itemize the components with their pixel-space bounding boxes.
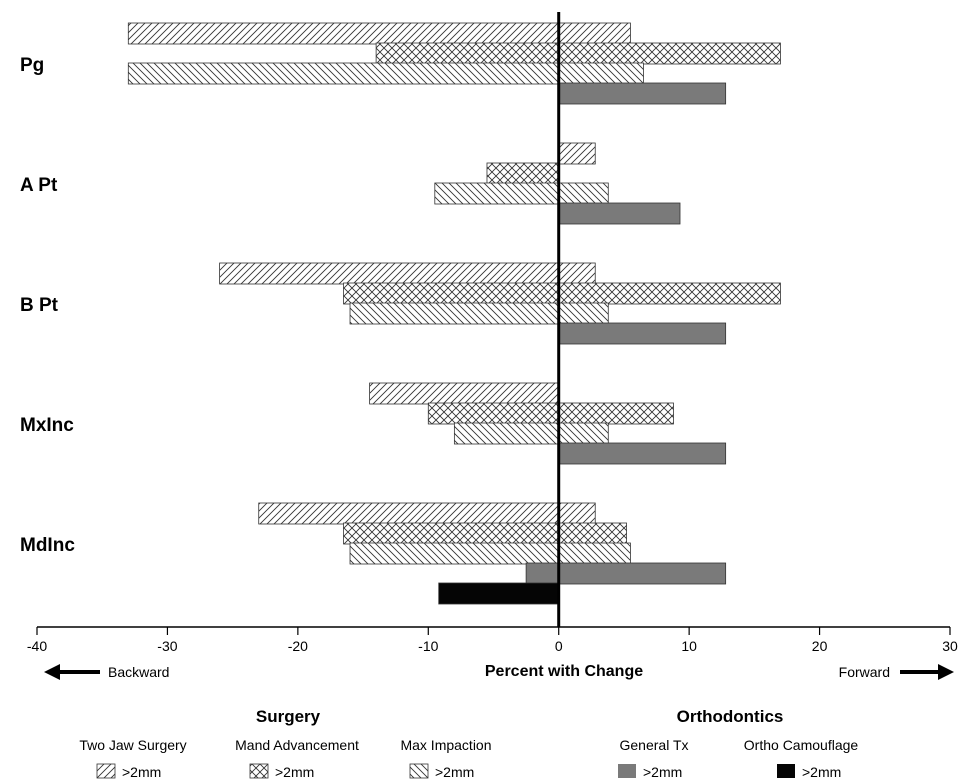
bar-general-tx-b-pt	[558, 322, 727, 345]
legend-value-max-impaction: >2mm	[435, 764, 474, 780]
bar-ortho-camouflage-mdinc	[438, 582, 560, 605]
bar-max-impaction-b-pt	[349, 302, 609, 325]
forward-label: Forward	[839, 664, 890, 680]
x-tick-label--30: -30	[157, 638, 177, 654]
category-label-mdinc: MdInc	[20, 535, 75, 556]
bar-general-tx-mdinc	[525, 562, 727, 585]
legend-value-general-tx: >2mm	[643, 764, 682, 780]
legend-name-max-impaction: Max Impaction	[400, 737, 491, 753]
legend-group-orthodontics: Orthodontics	[677, 707, 784, 726]
x-tick-label--20: -20	[288, 638, 308, 654]
bar-mand-advancement-mxinc	[427, 402, 674, 425]
x-tick-label-30: 30	[942, 638, 958, 654]
bar-max-impaction-mxinc	[453, 422, 609, 445]
legend-swatch-general-tx	[618, 764, 636, 778]
bar-max-impaction-a-pt	[434, 182, 609, 205]
x-tick-label--10: -10	[418, 638, 438, 654]
legend-swatch-two-jaw-surgery	[96, 763, 116, 779]
bar-max-impaction-pg	[127, 62, 644, 85]
legend-value-mand-advancement: >2mm	[275, 764, 314, 780]
bar-general-tx-pg	[558, 82, 727, 105]
bar-general-tx-mxinc	[558, 442, 727, 465]
legend-swatch-ortho-camouflage	[777, 764, 795, 778]
x-tick-label-10: 10	[681, 638, 697, 654]
category-label-b-pt: B Pt	[20, 295, 59, 316]
legend-swatch-mand-advancement	[249, 763, 269, 779]
legend-group-surgery: Surgery	[256, 707, 321, 726]
legend-name-general-tx: General Tx	[620, 737, 689, 753]
legend-value-two-jaw-surgery: >2mm	[122, 764, 161, 780]
bar-mand-advancement-pg	[375, 42, 781, 65]
x-axis-title: Percent with Change	[485, 663, 643, 680]
backward-label: Backward	[108, 664, 169, 680]
bar-two-jaw-surgery-b-pt	[219, 262, 596, 285]
category-label-pg: Pg	[20, 55, 44, 76]
bar-mand-advancement-mdinc	[343, 522, 627, 545]
x-tick-label-20: 20	[812, 638, 828, 654]
bar-two-jaw-surgery-pg	[127, 22, 631, 45]
legend-value-ortho-camouflage: >2mm	[802, 764, 841, 780]
bar-max-impaction-mdinc	[349, 542, 631, 565]
category-label-a-pt: A Pt	[20, 175, 58, 196]
bar-mand-advancement-b-pt	[343, 282, 781, 305]
bar-mand-advancement-a-pt	[486, 162, 560, 185]
forward-arrow-icon	[900, 664, 954, 680]
legend-name-two-jaw-surgery: Two Jaw Surgery	[79, 737, 186, 753]
bar-two-jaw-surgery-mxinc	[369, 382, 560, 405]
category-label-mxinc: MxInc	[20, 415, 74, 436]
x-tick-label--40: -40	[27, 638, 47, 654]
legend-swatch-max-impaction	[409, 763, 429, 779]
bar-two-jaw-surgery-mdinc	[258, 502, 596, 525]
bar-two-jaw-surgery-a-pt	[558, 142, 596, 165]
bar-general-tx-a-pt	[558, 202, 681, 225]
legend-name-ortho-camouflage: Ortho Camouflage	[744, 737, 859, 753]
backward-arrow-icon	[44, 664, 100, 680]
x-tick-label-0: 0	[555, 638, 563, 654]
legend-name-mand-advancement: Mand Advancement	[235, 737, 359, 753]
